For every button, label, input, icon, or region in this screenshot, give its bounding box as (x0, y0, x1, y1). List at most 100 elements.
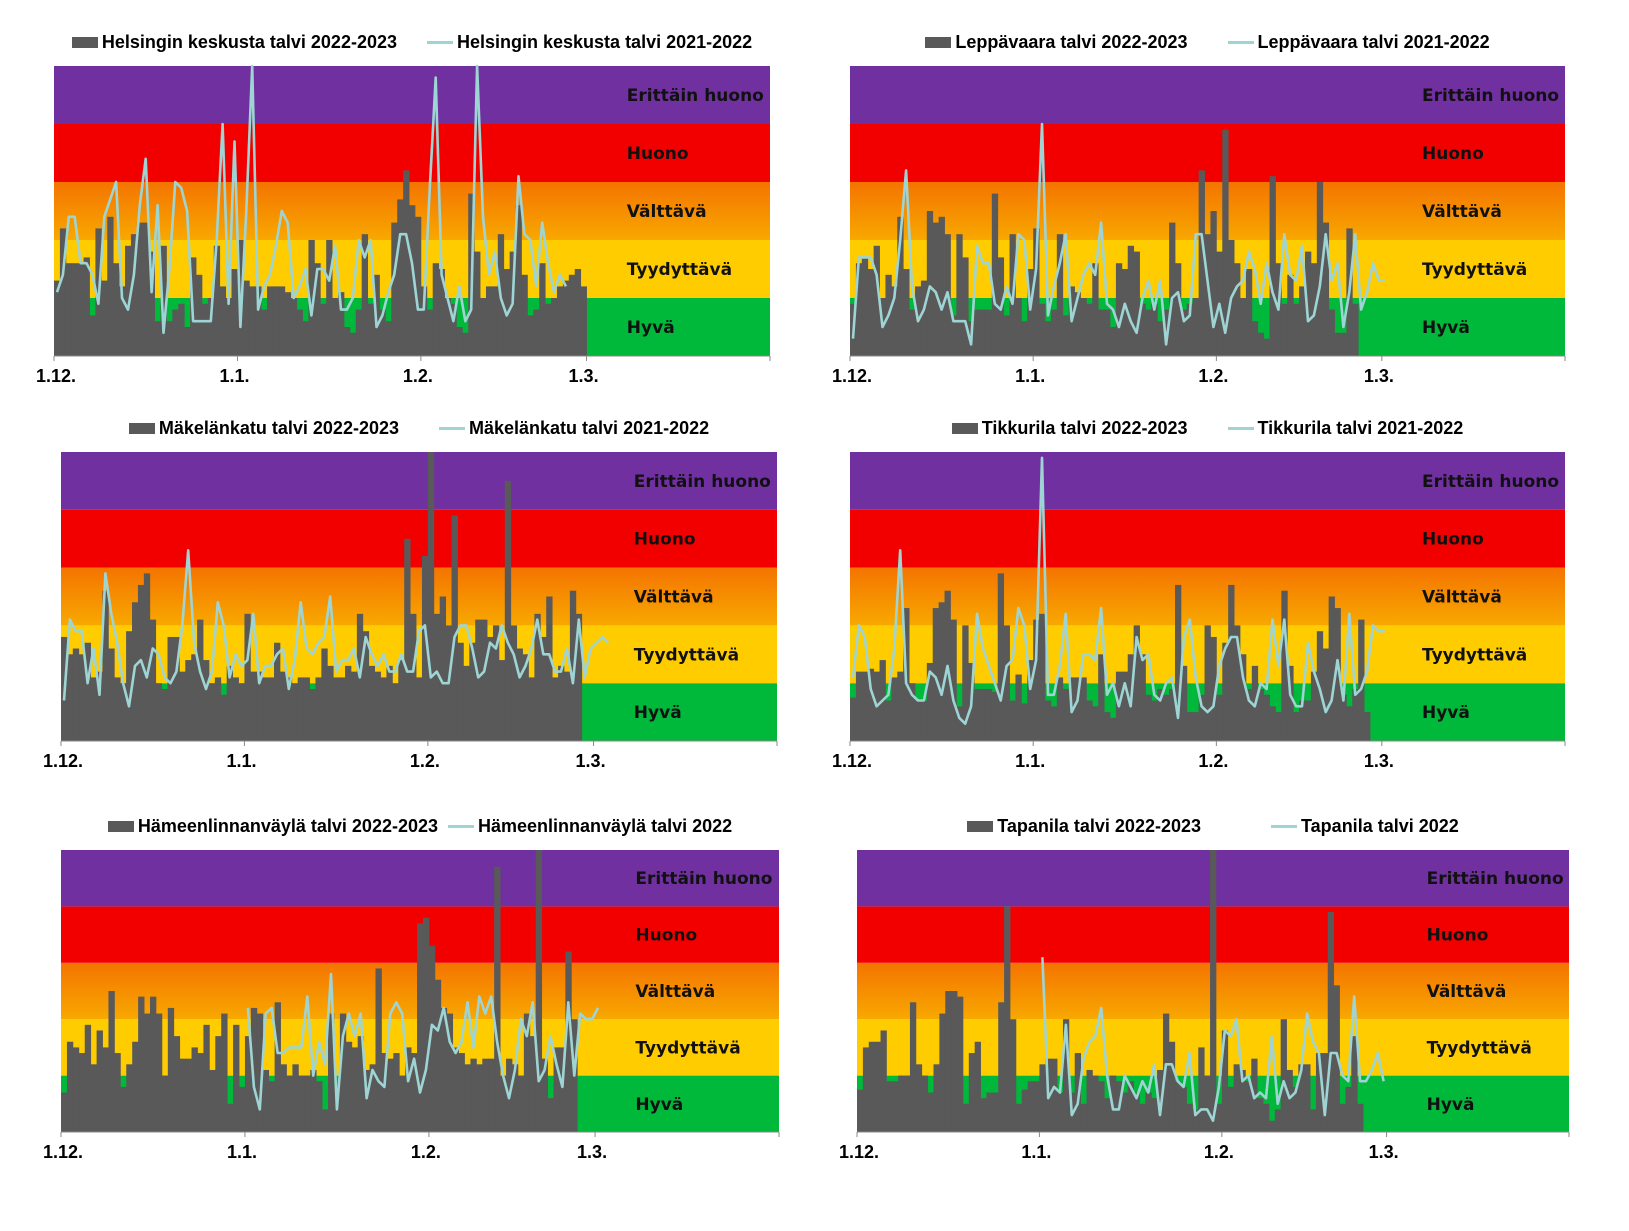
legend-item-line: Hämeenlinnanväylä talvi 2022 (448, 816, 732, 837)
bar (126, 631, 133, 741)
x-tick-label: 1.1. (219, 366, 249, 386)
bar (1192, 298, 1200, 356)
band-label: Hyvä (627, 318, 675, 338)
bar (580, 286, 587, 356)
bar (1062, 1019, 1070, 1132)
legend: Mäkelänkatu talvi 2022-2023 Mäkelänkatu … (61, 418, 777, 439)
bar (565, 951, 572, 1132)
bar (316, 1081, 323, 1132)
bar (1275, 712, 1282, 741)
bar (1322, 648, 1330, 741)
bar (897, 671, 904, 741)
bar (90, 1064, 98, 1132)
bar (891, 286, 898, 356)
bar (433, 613, 441, 741)
band-label: Välttävä (627, 202, 707, 222)
bar (298, 1075, 305, 1132)
bar (462, 332, 469, 356)
bar (1104, 1098, 1111, 1132)
bar (504, 480, 512, 741)
bar (256, 1013, 264, 1132)
band-label: Huono (635, 926, 697, 946)
legend-item-line: Leppävaara talvi 2021-2022 (1227, 32, 1490, 53)
plot: Hyvä Tyydyttävä Välttävä Huono Erittäin huon… (43, 452, 778, 771)
band-label: Erittäin huono (635, 869, 772, 889)
bar (231, 269, 238, 356)
bar (855, 671, 863, 741)
bar (1352, 688, 1359, 741)
bar (173, 636, 180, 741)
bar (102, 1047, 109, 1132)
bar (314, 263, 321, 356)
bar (1015, 674, 1022, 741)
legend-item-line: Mäkelänkatu talvi 2021-2022 (439, 418, 709, 439)
bar (1269, 706, 1276, 741)
bar (1352, 303, 1359, 356)
bar (321, 648, 328, 741)
bar (534, 613, 541, 741)
bar (1240, 298, 1247, 356)
bar (933, 1064, 940, 1132)
bar (874, 1041, 881, 1132)
bar (986, 1092, 993, 1132)
bar (113, 263, 120, 356)
bar (1015, 298, 1022, 356)
bar (292, 1064, 299, 1132)
bar (303, 677, 310, 741)
x-tick-label: 1.12. (36, 366, 76, 386)
series-line (62, 549, 610, 708)
bar (992, 1092, 999, 1132)
bar (1263, 338, 1270, 356)
bar (332, 298, 339, 356)
bar (1304, 1064, 1311, 1132)
bar (1322, 222, 1330, 356)
bar (428, 945, 436, 1132)
band-label: Tyydyttävä (634, 645, 739, 665)
bar (77, 263, 84, 356)
bar (160, 245, 167, 356)
bar (89, 315, 96, 356)
x-tick-label: 1.1. (227, 1142, 257, 1162)
series-line (55, 64, 568, 335)
bar (1039, 1064, 1046, 1132)
bar (1045, 321, 1052, 356)
band-Välttävä (850, 567, 1565, 626)
bar (926, 211, 934, 356)
bar (1299, 286, 1306, 356)
legend-label: Leppävaara talvi 2021-2022 (1257, 32, 1490, 52)
bar (1245, 269, 1253, 356)
bar (1080, 298, 1087, 356)
line-swatch (1227, 427, 1254, 430)
bar (172, 309, 179, 356)
band-Huono (54, 124, 770, 182)
bar (185, 660, 192, 741)
x-tick-label: 1.12. (839, 1142, 879, 1162)
bar (66, 654, 74, 741)
bar (1074, 677, 1081, 741)
bar (1286, 1069, 1293, 1132)
bar (102, 590, 109, 741)
bar (1033, 228, 1040, 356)
bar (78, 1053, 86, 1132)
bar (302, 321, 309, 356)
bar (474, 251, 481, 356)
bar (980, 309, 987, 356)
bar (891, 677, 898, 741)
legend-label: Leppävaara talvi 2022-2023 (955, 32, 1188, 52)
bar (167, 636, 174, 741)
bar (61, 1092, 68, 1132)
bar (1180, 309, 1188, 356)
bar (227, 1103, 234, 1132)
x-tick-label: 1.1. (1015, 751, 1045, 771)
bar (108, 991, 115, 1132)
bar (458, 1053, 465, 1132)
bar (1269, 176, 1276, 356)
plot: Hyvä Tyydyttävä Välttävä Huono Erittäin huon… (43, 850, 780, 1162)
bar (1346, 706, 1353, 741)
bar (1021, 1089, 1029, 1132)
bar (1293, 712, 1300, 741)
bar (850, 697, 857, 741)
bar (867, 269, 875, 356)
plot: Hyvä Tyydyttävä Välttävä Huono Erittäin huon… (832, 66, 1566, 386)
bar (369, 1064, 376, 1132)
